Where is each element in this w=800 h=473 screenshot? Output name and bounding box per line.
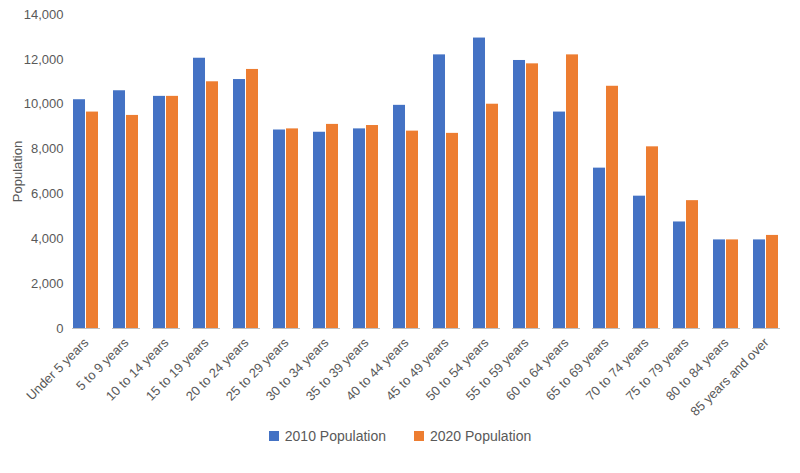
svg-text:70 to 74 years: 70 to 74 years [582,334,652,404]
svg-text:65 to 69 years: 65 to 69 years [542,334,612,404]
svg-text:Under 5 years: Under 5 years [23,334,92,404]
svg-text:10 to 14 years: 10 to 14 years [102,334,172,404]
svg-text:2,000: 2,000 [31,276,64,291]
svg-text:75 to 79 years: 75 to 79 years [622,334,692,404]
svg-text:45 to 49 years: 45 to 49 years [382,334,452,404]
svg-text:10,000: 10,000 [24,96,64,111]
svg-text:25 to 29 years: 25 to 29 years [222,334,292,404]
svg-text:30 to 34 years: 30 to 34 years [262,334,332,404]
svg-text:55 to 59 years: 55 to 59 years [462,334,532,404]
svg-text:4,000: 4,000 [31,231,64,246]
html-text:2020 Population: 2020 Population [430,428,532,444]
svg-text:12,000: 12,000 [24,52,64,67]
svg-text:80 to 84 years: 80 to 84 years [662,334,732,404]
svg-text:14,000: 14,000 [24,7,64,22]
svg-text:20 to 24 years: 20 to 24 years [182,334,252,404]
svg-text:6,000: 6,000 [31,186,64,201]
svg-text:5 to 9 years: 5 to 9 years [72,334,132,394]
html-text:2010 Population: 2010 Population [284,428,386,444]
svg-text:40 to 44 years: 40 to 44 years [342,334,412,404]
svg-text:85 years and over: 85 years and over [687,334,772,419]
svg-text:60 to 64 years: 60 to 64 years [502,334,572,404]
svg-text:Population: Population [10,141,25,202]
svg-text:8,000: 8,000 [31,141,64,156]
svg-text:0: 0 [56,321,63,336]
svg-text:35 to 39 years: 35 to 39 years [302,334,372,404]
svg-text:50 to 54 years: 50 to 54 years [422,334,492,404]
svg-text:15 to 19 years: 15 to 19 years [142,334,212,404]
